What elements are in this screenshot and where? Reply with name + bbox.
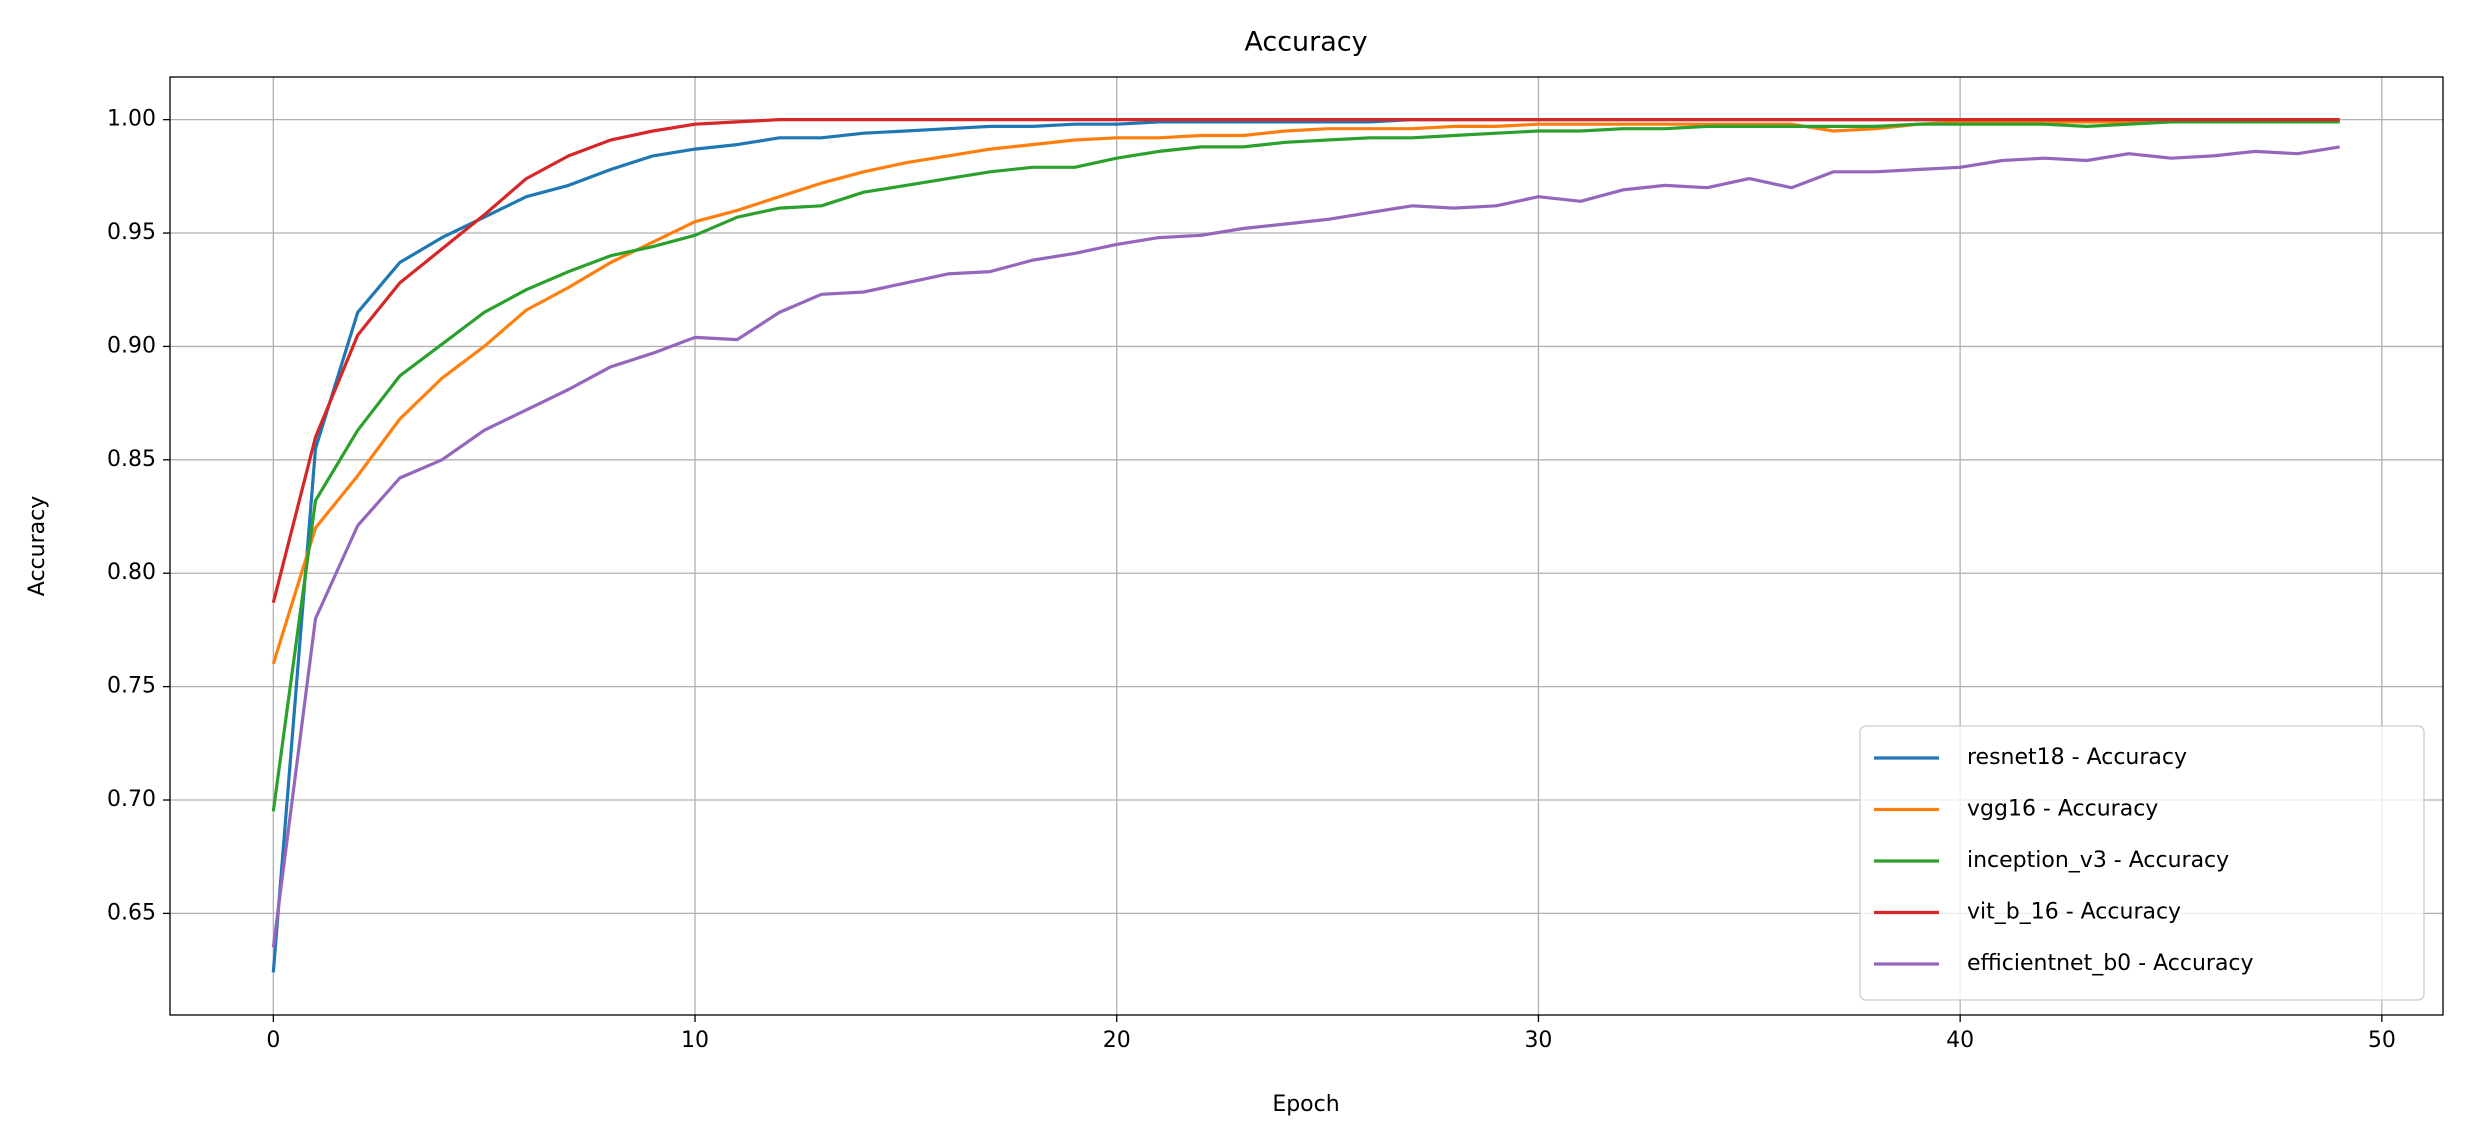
x-tick-label: 30: [1524, 1028, 1552, 1053]
x-tick-label: 10: [681, 1028, 709, 1053]
y-tick-label: 0.65: [107, 900, 156, 925]
y-tick-label: 0.80: [107, 560, 156, 585]
legend-label: efficientnet_b0 - Accuracy: [1967, 951, 2254, 976]
x-tick-label: 50: [2368, 1028, 2396, 1053]
x-tick-label: 0: [266, 1028, 280, 1053]
data-line: [271, 120, 2340, 812]
y-axis-label: Accuracy: [25, 496, 50, 596]
y-tick-label: 0.75: [107, 674, 156, 699]
data-line: [271, 145, 2340, 948]
y-tick-label: 1.00: [107, 107, 156, 132]
x-tick-label: 20: [1103, 1028, 1131, 1053]
y-tick-label: 0.85: [107, 447, 156, 472]
chart-title: Accuracy: [1244, 27, 1367, 58]
y-tick-label: 0.70: [107, 787, 156, 812]
legend-box: [1859, 725, 2425, 1001]
plot-frame: [169, 76, 2444, 1016]
x-tick-label: 40: [1946, 1028, 1974, 1053]
y-tick-label: 0.90: [107, 333, 156, 358]
legend-label: resnet18 - Accuracy: [1967, 745, 2187, 770]
legend-label: vit_b_16 - Accuracy: [1967, 900, 2181, 925]
legend-label: vgg16 - Accuracy: [1967, 797, 2158, 822]
data-line: [271, 120, 2340, 665]
data-line: [271, 118, 2340, 604]
y-tick-label: 0.95: [107, 220, 156, 245]
x-axis-label: Epoch: [1272, 1092, 1339, 1117]
legend-label: inception_v3 - Accuracy: [1967, 848, 2229, 873]
